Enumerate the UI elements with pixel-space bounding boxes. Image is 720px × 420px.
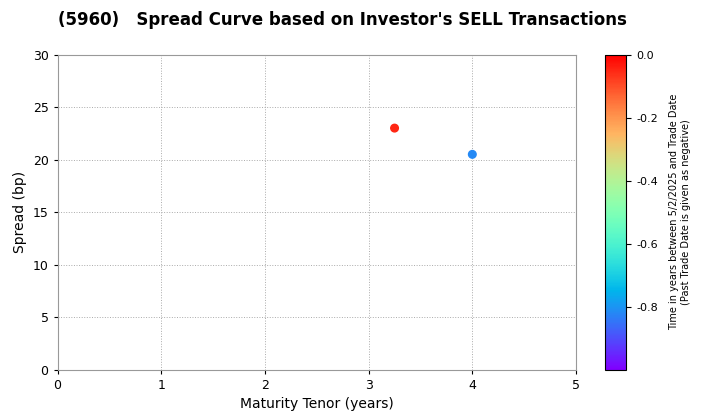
Y-axis label: Time in years between 5/2/2025 and Trade Date
(Past Trade Date is given as negat: Time in years between 5/2/2025 and Trade… [669, 94, 690, 330]
X-axis label: Maturity Tenor (years): Maturity Tenor (years) [240, 397, 394, 411]
Text: (5960)   Spread Curve based on Investor's SELL Transactions: (5960) Spread Curve based on Investor's … [58, 11, 626, 29]
Point [389, 125, 400, 131]
Point [467, 151, 478, 158]
Y-axis label: Spread (bp): Spread (bp) [13, 171, 27, 253]
